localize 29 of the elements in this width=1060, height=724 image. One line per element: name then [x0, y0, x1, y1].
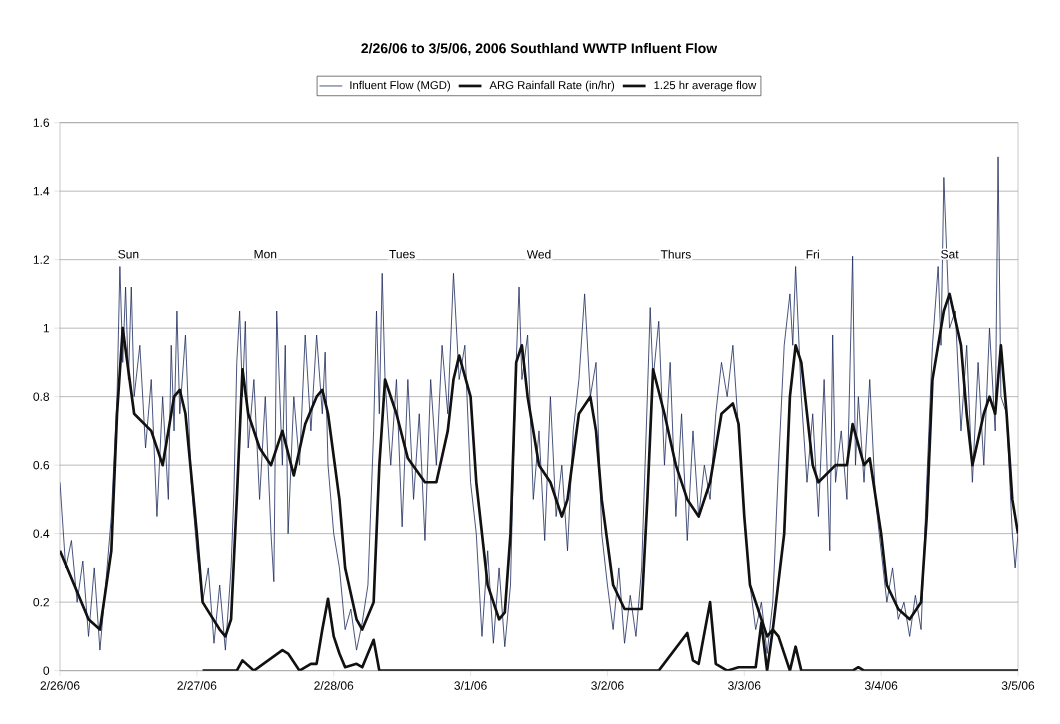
y-tick-label: 1: [43, 324, 50, 333]
annotation: Mon: [254, 249, 277, 259]
y-tick-label: 0.8: [33, 392, 50, 401]
y-tick-label: 1.2: [33, 255, 49, 264]
annotation: Sat: [941, 249, 959, 259]
legend-label: 1.25 hr average flow: [654, 80, 757, 92]
legend-label: ARG Rainfall Rate (in/hr): [489, 80, 615, 92]
line-series: [60, 156, 1018, 654]
y-tick-label: 0.2: [33, 597, 49, 607]
chart-title: 2/26/06 to 3/5/06, 2006 Southland WWTP Influent Flow: [361, 42, 718, 56]
annotation: Fri: [806, 249, 819, 259]
annotation: Wed: [526, 249, 551, 259]
y-tick-label: 1.4: [33, 187, 50, 196]
x-tick-label: 3/5/06: [1001, 681, 1035, 690]
x-tick-label: 2/28/06: [314, 681, 354, 690]
annotation: Tues: [389, 249, 415, 259]
x-tick-label: 3/4/06: [864, 681, 898, 690]
x-tick-label: 3/1/06: [454, 681, 487, 690]
y-tick-label: 0.6: [33, 460, 50, 470]
annotation: Sun: [118, 249, 139, 259]
x-tick-label: 3/3/06: [728, 681, 761, 690]
x-tick-label: 3/2/06: [591, 681, 624, 690]
y-tick-label: 1.6: [33, 118, 50, 127]
legend-label: Influent Flow (MGD): [350, 80, 450, 92]
y-tick-label: 0: [43, 666, 50, 675]
y-tick-label: 0.4: [33, 529, 50, 538]
annotation: Thurs: [660, 249, 691, 259]
x-tick-label: 2/26/06: [40, 681, 80, 690]
x-tick-label: 2/27/06: [177, 681, 217, 690]
